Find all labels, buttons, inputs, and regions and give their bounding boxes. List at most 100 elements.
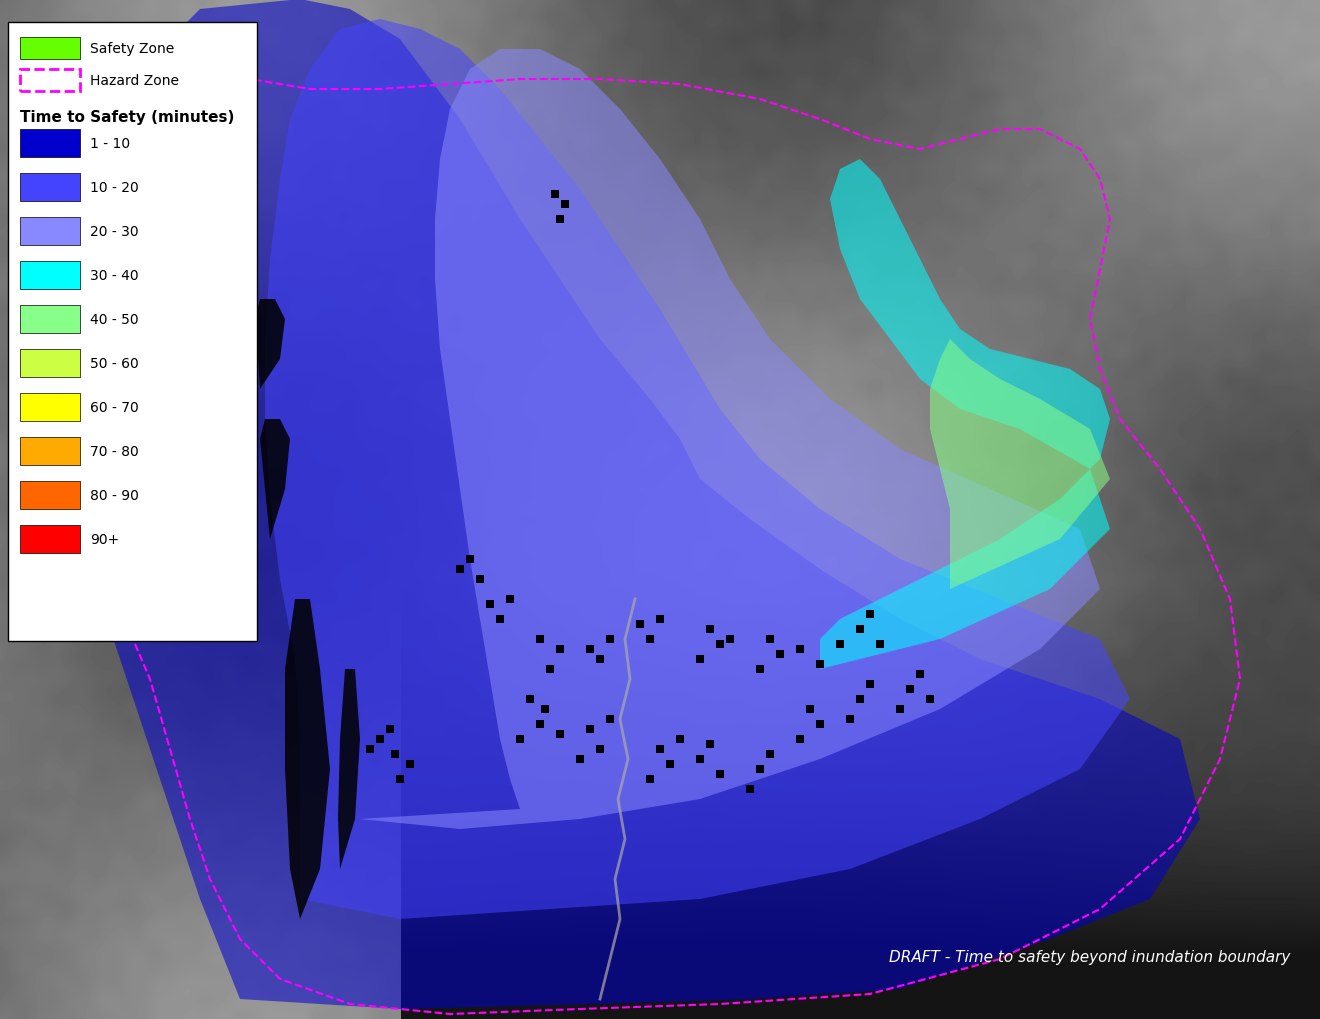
Bar <box>506 595 513 603</box>
Bar <box>20 174 81 202</box>
Text: Safety Zone: Safety Zone <box>90 42 174 56</box>
Bar <box>667 760 675 768</box>
Text: 90+: 90+ <box>90 533 119 546</box>
Bar <box>906 686 913 693</box>
Polygon shape <box>931 339 1110 589</box>
Bar <box>597 655 605 663</box>
Polygon shape <box>260 420 290 539</box>
Bar <box>536 636 544 643</box>
FancyBboxPatch shape <box>8 23 257 641</box>
Bar <box>927 695 935 703</box>
Bar <box>866 681 874 688</box>
Bar <box>676 736 684 743</box>
Text: DRAFT - Time to safety beyond inundation boundary: DRAFT - Time to safety beyond inundation… <box>888 949 1290 964</box>
Bar <box>696 655 704 663</box>
Text: 10 - 20: 10 - 20 <box>90 180 139 195</box>
Text: 50 - 60: 50 - 60 <box>90 357 139 371</box>
Text: 80 - 90: 80 - 90 <box>90 488 139 502</box>
Bar <box>20 306 81 333</box>
Text: 20 - 30: 20 - 30 <box>90 225 139 238</box>
Bar <box>876 640 884 648</box>
Bar <box>756 765 764 773</box>
Bar <box>756 665 764 674</box>
Bar <box>855 695 865 703</box>
Bar <box>376 736 384 743</box>
Bar <box>561 201 569 209</box>
Bar <box>696 755 704 763</box>
Bar <box>396 775 404 784</box>
Bar <box>597 745 605 753</box>
Bar <box>20 262 81 289</box>
Bar <box>20 437 81 466</box>
Bar <box>20 38 81 60</box>
Bar <box>916 671 924 679</box>
Bar <box>896 705 904 713</box>
Bar <box>706 740 714 748</box>
Bar <box>645 636 653 643</box>
Text: 60 - 70: 60 - 70 <box>90 400 139 415</box>
Bar <box>766 636 774 643</box>
Text: 30 - 40: 30 - 40 <box>90 269 139 282</box>
Bar <box>466 555 474 564</box>
Polygon shape <box>285 599 330 919</box>
Bar <box>726 636 734 643</box>
Bar <box>385 726 393 734</box>
Polygon shape <box>255 300 285 389</box>
Bar <box>20 526 81 553</box>
Bar <box>816 660 824 668</box>
Bar <box>715 640 723 648</box>
Bar <box>20 393 81 422</box>
Bar <box>796 645 804 653</box>
Bar <box>866 610 874 619</box>
Polygon shape <box>338 669 360 869</box>
Bar <box>391 750 399 758</box>
Bar <box>636 621 644 629</box>
Bar <box>546 665 554 674</box>
Bar <box>645 775 653 784</box>
Bar <box>706 626 714 634</box>
Bar <box>20 350 81 378</box>
Bar <box>586 645 594 653</box>
Bar <box>807 705 814 713</box>
Bar <box>550 191 558 199</box>
Bar <box>556 645 564 653</box>
Bar <box>816 720 824 729</box>
Bar <box>746 786 754 793</box>
Bar <box>486 600 494 608</box>
Bar <box>366 745 374 753</box>
Bar <box>855 626 865 634</box>
Bar <box>516 736 524 743</box>
Bar <box>556 216 564 224</box>
Bar <box>477 576 484 584</box>
Bar <box>586 726 594 734</box>
Bar <box>407 760 414 768</box>
Text: 1 - 10: 1 - 10 <box>90 137 131 151</box>
Bar <box>846 715 854 723</box>
Bar <box>20 70 81 92</box>
Bar <box>576 755 583 763</box>
Text: 70 - 80: 70 - 80 <box>90 444 139 459</box>
Bar <box>656 745 664 753</box>
Bar <box>836 640 843 648</box>
Text: Hazard Zone: Hazard Zone <box>90 74 180 88</box>
Bar <box>496 615 504 624</box>
Bar <box>656 615 664 624</box>
Bar <box>20 129 81 158</box>
Bar <box>796 736 804 743</box>
Bar <box>541 705 549 713</box>
Bar <box>525 695 535 703</box>
Polygon shape <box>360 50 1100 829</box>
Bar <box>455 566 465 574</box>
Text: Time to Safety (minutes): Time to Safety (minutes) <box>20 110 235 125</box>
Bar <box>766 750 774 758</box>
Polygon shape <box>50 0 1200 1009</box>
Bar <box>606 636 614 643</box>
Polygon shape <box>820 160 1110 669</box>
Bar <box>606 715 614 723</box>
Bar <box>20 482 81 510</box>
Text: 40 - 50: 40 - 50 <box>90 313 139 327</box>
Bar <box>715 770 723 779</box>
Bar <box>20 218 81 246</box>
Polygon shape <box>265 20 1130 919</box>
Bar <box>536 720 544 729</box>
